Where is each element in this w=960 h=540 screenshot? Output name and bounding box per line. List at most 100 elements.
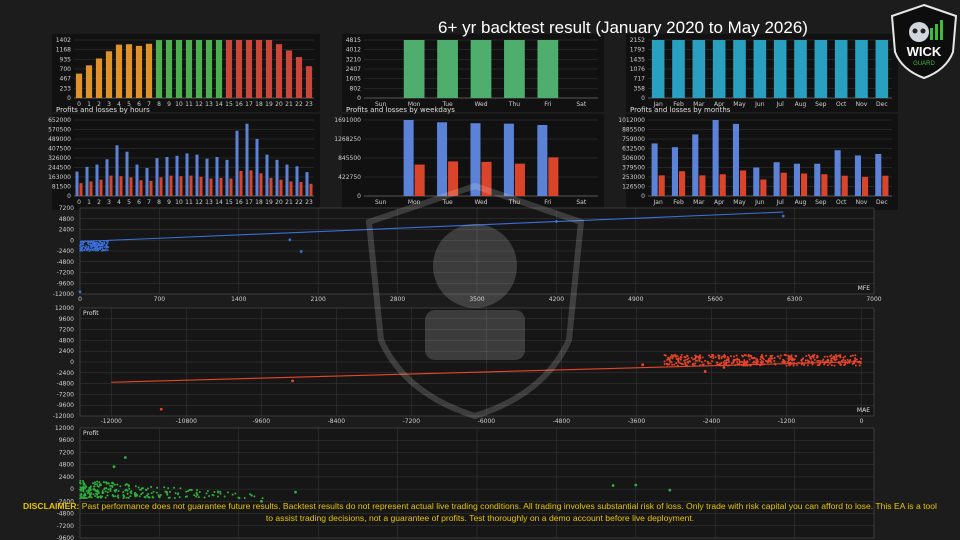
scatter-third-point: [168, 497, 170, 499]
pl-hours-bar: [296, 166, 299, 196]
scatter-mae-point: [816, 355, 818, 357]
scatter-mae-point: [676, 358, 678, 360]
pl-months-xtick: May: [733, 199, 746, 206]
scatter-mae-point: [749, 358, 751, 360]
scatter-mae-point: [753, 361, 755, 363]
entries-hours-bar: [226, 40, 232, 98]
scatter-third-point: [190, 489, 192, 491]
pl-hours-bar: [196, 155, 199, 196]
scatter-mae-point: [684, 359, 686, 361]
pl-months-bar: [659, 175, 665, 196]
scatter-mae-point: [724, 360, 726, 362]
scatter-mae-point: [723, 361, 725, 363]
scatter-mae-point: [787, 355, 789, 357]
scatter-third-point: [156, 492, 158, 494]
entries-hours-ytick: 1168: [56, 47, 71, 54]
scatter-mfe-point: [102, 244, 104, 246]
entries-hours-xtick: 17: [245, 101, 253, 108]
pl-hours-bar: [156, 158, 159, 196]
scatter-mae-point: [718, 358, 720, 360]
scatter-mae-point: [830, 358, 832, 360]
entries-months-ytick: 2152: [630, 37, 645, 44]
scatter-third-point: [207, 490, 209, 492]
scatter-third-point: [128, 484, 130, 486]
scatter-mae-point: [742, 355, 744, 357]
pl-hours-xtick: 0: [77, 199, 81, 206]
entries-weekdays-xtick: Fri: [544, 101, 551, 108]
entries-weekdays-bar: [504, 40, 525, 98]
scatter-mae-point: [665, 355, 667, 357]
scatter-third-point: [105, 487, 107, 489]
scatter-mae-point: [854, 354, 856, 356]
entries-hours-bar: [106, 51, 112, 98]
entries-hours-xtick: 18: [255, 101, 263, 108]
entries-hours-bar: [216, 40, 222, 98]
entries-months-xtick: Dec: [876, 101, 888, 108]
scatter-third-point: [99, 483, 101, 485]
scatter-mae-point: [771, 355, 773, 357]
pl-hours-bar: [100, 180, 103, 196]
scatter-mfe-xtick: 2100: [311, 296, 326, 303]
scatter-mae-point: [859, 365, 861, 367]
scatter-mae-point: [834, 359, 836, 361]
scatter-mae-point: [671, 358, 673, 360]
scatter-third-point: [98, 496, 100, 498]
scatter-third-point: [97, 492, 99, 494]
scatter-third-point: [167, 487, 169, 489]
scatter-third-ytick: 12000: [55, 425, 74, 432]
scatter-third-point: [113, 465, 116, 468]
scatter-third-point: [86, 490, 88, 492]
page-title: 6+ yr backtest result (January 2020 to M…: [438, 18, 808, 38]
scatter-mae-point: [822, 360, 824, 362]
scatter-mfe-ytick: 7200: [59, 205, 74, 212]
pl-hours-bar: [96, 165, 99, 196]
scatter-third-point: [105, 490, 107, 492]
scatter-third-point: [107, 491, 109, 493]
scatter-third-point: [127, 490, 129, 492]
scatter-third-point: [151, 492, 153, 494]
scatter-mae-ytick: -7200: [57, 391, 75, 398]
scatter-third-point: [105, 481, 107, 483]
scatter-third-point: [114, 490, 116, 492]
scatter-mae-point: [728, 361, 730, 363]
entries-hours-bar: [246, 40, 252, 98]
scatter-mae-ytick: -4800: [57, 381, 75, 388]
pl-months-ytick: 0: [641, 193, 645, 200]
scatter-mfe-point: [102, 250, 104, 252]
pl-hours-bar: [190, 176, 193, 196]
pl-months-bar: [814, 164, 820, 196]
entries-hours-bar: [266, 40, 272, 98]
entries-months-bar: [733, 40, 746, 98]
scatter-mfe-point: [107, 241, 109, 243]
scatter-third-point: [150, 486, 152, 488]
scatter-mae-point: [692, 358, 694, 360]
scatter-mae-point: [839, 364, 841, 366]
entries-months-bar: [713, 40, 726, 98]
pl-hours-bar: [90, 181, 93, 196]
entries-months-xtick: Nov: [856, 101, 868, 108]
scatter-third-point: [208, 495, 210, 497]
scatter-third-ytick: 2400: [59, 474, 74, 481]
scatter-mfe-ytick: 2400: [59, 227, 74, 234]
scatter-mfe-point: [782, 215, 785, 218]
pl-months-bar: [720, 174, 726, 196]
entries-hours-bar: [76, 74, 82, 98]
scatter-mfe-point: [85, 246, 87, 248]
scatter-mfe-point: [82, 243, 84, 245]
pl-hours-bar: [236, 131, 239, 196]
entries-hours-bar: [116, 45, 122, 98]
entries-hours-bar: [126, 44, 132, 98]
scatter-third-point: [89, 488, 91, 490]
pl-hours-bar: [210, 179, 213, 196]
scatter-mae-point: [672, 356, 674, 358]
pl-months-bar: [794, 164, 800, 196]
scatter-mae-point: [695, 357, 697, 359]
scatter-third-point: [116, 484, 118, 486]
scatter-mae-point: [765, 355, 767, 357]
scatter-mae-point: [698, 360, 700, 362]
entries-hours-bar: [96, 58, 102, 98]
scatter-mfe-point: [94, 248, 96, 250]
scatter-mfe-point: [92, 243, 94, 245]
pl-hours-bar: [290, 181, 293, 196]
scatter-mfe-point: [79, 290, 82, 293]
